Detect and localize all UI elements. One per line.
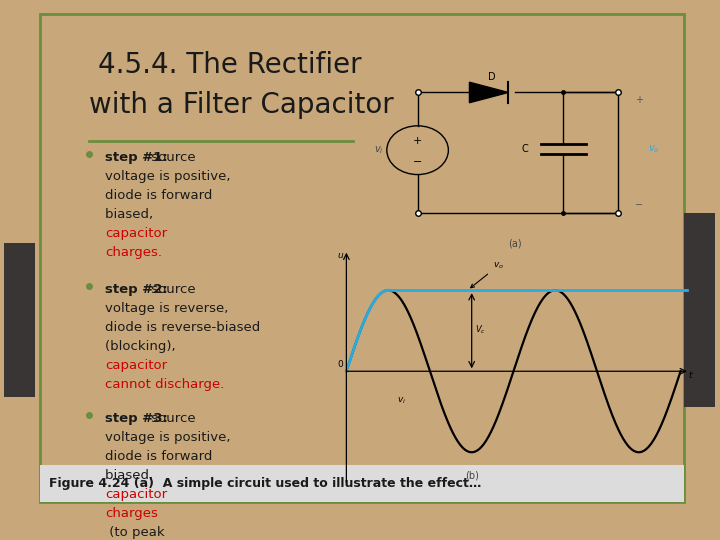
Text: C: C xyxy=(521,144,528,154)
Text: diode is reverse-biased: diode is reverse-biased xyxy=(105,321,260,334)
Text: 4.5.4. The Rectifier: 4.5.4. The Rectifier xyxy=(98,51,361,79)
Text: −: − xyxy=(635,200,643,211)
Text: source: source xyxy=(147,413,196,426)
Text: +: + xyxy=(413,136,423,146)
Text: capacitor: capacitor xyxy=(105,359,167,372)
Text: u: u xyxy=(338,252,343,260)
Polygon shape xyxy=(469,82,508,103)
Text: t: t xyxy=(689,371,693,380)
Text: voltage is positive,: voltage is positive, xyxy=(105,170,230,183)
Text: cannot discharge.: cannot discharge. xyxy=(105,377,225,390)
Text: −: − xyxy=(413,157,423,167)
Text: (blocking),: (blocking), xyxy=(105,340,180,353)
Text: step #2:: step #2: xyxy=(105,283,168,296)
Text: with a Filter Capacitor: with a Filter Capacitor xyxy=(89,91,394,119)
Text: (a): (a) xyxy=(508,239,521,249)
Text: biased,: biased, xyxy=(105,469,157,482)
Text: voltage is positive,: voltage is positive, xyxy=(105,431,230,444)
Text: $v_o$: $v_o$ xyxy=(471,261,503,288)
Text: capacitor: capacitor xyxy=(105,488,167,501)
Text: source: source xyxy=(147,283,196,296)
Text: biased,: biased, xyxy=(105,208,157,221)
Text: +: + xyxy=(635,95,643,105)
Text: Figure 4.24 (a)  A simple circuit used to illustrate the effect…: Figure 4.24 (a) A simple circuit used to… xyxy=(48,477,481,490)
Bar xyxy=(4,243,35,397)
Text: charges: charges xyxy=(105,507,158,520)
Text: D: D xyxy=(488,72,496,82)
Text: voltage is reverse,: voltage is reverse, xyxy=(105,302,228,315)
Text: source: source xyxy=(147,151,196,164)
Text: diode is forward: diode is forward xyxy=(105,189,212,202)
Text: (b): (b) xyxy=(464,470,479,480)
Bar xyxy=(684,213,716,408)
Text: (to peak: (to peak xyxy=(105,526,165,539)
Text: $v_i$: $v_i$ xyxy=(374,144,384,156)
Text: $V_c$: $V_c$ xyxy=(475,323,486,336)
Text: $v_o$: $v_o$ xyxy=(648,143,660,155)
Text: diode is forward: diode is forward xyxy=(105,450,212,463)
Text: 0: 0 xyxy=(338,360,343,369)
Text: step #3:: step #3: xyxy=(105,413,168,426)
Text: capacitor: capacitor xyxy=(105,227,167,240)
Text: charges.: charges. xyxy=(105,246,162,259)
Bar xyxy=(40,465,684,502)
Text: step #1:: step #1: xyxy=(105,151,168,164)
Text: $v_i$: $v_i$ xyxy=(397,395,405,406)
